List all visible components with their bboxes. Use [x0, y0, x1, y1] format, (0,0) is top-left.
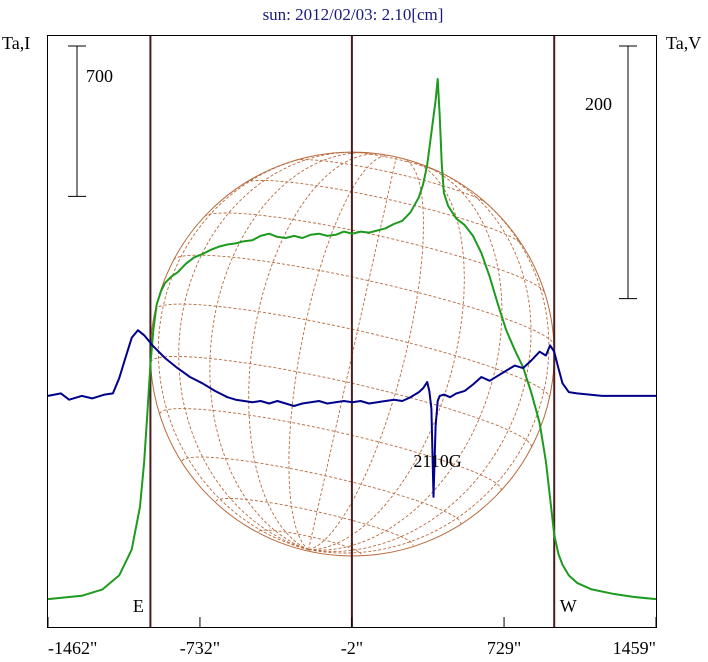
meridian-line — [288, 155, 390, 551]
parallel-line — [173, 254, 555, 346]
meridian-line — [209, 152, 372, 551]
x-tick-label: -1462" — [48, 638, 97, 658]
parallel-line — [181, 456, 462, 524]
parallel-line — [245, 179, 523, 245]
x-tick-label: -2" — [341, 638, 363, 658]
x-tick-label: 1459" — [613, 638, 656, 658]
annotation-label: 2110G — [413, 451, 461, 471]
series-line-stokes-i — [47, 78, 657, 601]
meridian-line — [308, 156, 397, 550]
scale-bars: 700 200 — [68, 45, 637, 300]
series-lines — [47, 78, 657, 601]
solar-disk-grid — [149, 151, 555, 557]
parallel-line — [159, 408, 502, 490]
right-axis-label: Ta,V — [666, 33, 701, 53]
x-tick-label: 729" — [487, 638, 521, 658]
right-scale-label: 200 — [585, 94, 612, 114]
meridian-line — [308, 158, 424, 551]
left-axis-label: Ta,I — [2, 33, 30, 53]
chart-title: sun: 2012/02/03: 2.10[cm] — [263, 5, 444, 24]
meridian-line — [308, 170, 532, 552]
annotations: 2110G — [413, 451, 461, 471]
plot-frame — [47, 35, 657, 628]
meridian-line — [308, 160, 465, 551]
parallel-line — [215, 498, 414, 546]
marker-label-E: E — [133, 596, 144, 616]
meridian-line — [308, 163, 503, 551]
meridian-line — [157, 156, 309, 551]
parallel-line — [350, 151, 441, 173]
x-tick-label: -732" — [180, 638, 220, 658]
meridian-line — [178, 151, 355, 551]
meridian-line — [308, 193, 550, 554]
series-line-stokes-v — [47, 329, 656, 498]
parallel-line — [204, 212, 546, 294]
x-axis-ticks: -1462" -732" -2" 729" 1459" — [47, 617, 657, 658]
parallel-line — [295, 159, 487, 204]
parallel-line — [258, 529, 362, 555]
meridian-line — [248, 153, 383, 551]
marker-label-W: W — [560, 596, 577, 616]
parallel-line — [154, 303, 550, 399]
left-scale-label: 700 — [86, 66, 113, 86]
